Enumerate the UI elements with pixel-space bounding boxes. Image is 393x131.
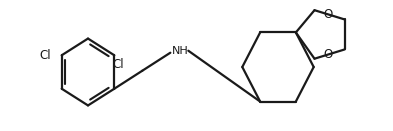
Text: O: O — [323, 8, 332, 21]
Text: NH: NH — [172, 46, 189, 56]
Text: O: O — [323, 48, 332, 61]
Text: Cl: Cl — [40, 49, 51, 62]
Text: Cl: Cl — [112, 58, 124, 71]
